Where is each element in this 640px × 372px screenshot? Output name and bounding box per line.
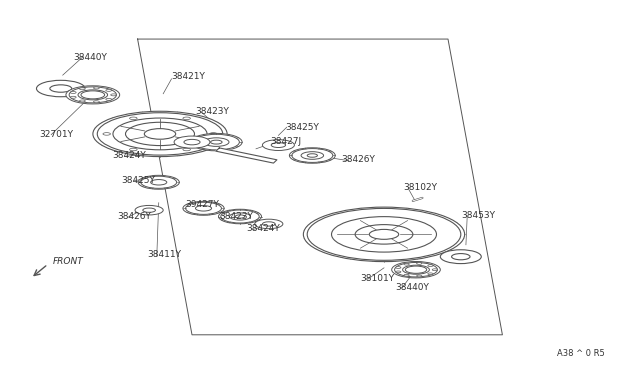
Ellipse shape (218, 209, 262, 224)
Text: FRONT: FRONT (52, 257, 83, 266)
Ellipse shape (93, 87, 99, 89)
Ellipse shape (103, 133, 111, 135)
Ellipse shape (417, 263, 422, 264)
Ellipse shape (301, 152, 324, 159)
Ellipse shape (332, 217, 436, 252)
Text: 32701Y: 32701Y (40, 130, 74, 139)
Ellipse shape (262, 140, 294, 151)
Text: 38426Y: 38426Y (342, 155, 376, 164)
Text: 38102Y: 38102Y (403, 183, 437, 192)
Ellipse shape (452, 254, 470, 260)
Ellipse shape (50, 85, 72, 92)
Ellipse shape (81, 91, 104, 99)
Ellipse shape (70, 96, 76, 98)
Text: 38426Y: 38426Y (117, 212, 151, 221)
Text: 39427Y: 39427Y (186, 200, 220, 209)
Ellipse shape (204, 138, 229, 147)
Ellipse shape (191, 134, 242, 151)
Ellipse shape (135, 205, 163, 215)
Ellipse shape (369, 230, 399, 239)
Ellipse shape (78, 90, 108, 100)
Ellipse shape (395, 263, 437, 277)
Ellipse shape (106, 89, 111, 91)
Ellipse shape (125, 122, 195, 145)
Text: 38425Y: 38425Y (122, 176, 156, 185)
Ellipse shape (70, 92, 76, 93)
Ellipse shape (271, 142, 285, 148)
Ellipse shape (129, 148, 137, 151)
Text: 38421Y: 38421Y (172, 72, 205, 81)
Text: 38411Y: 38411Y (147, 250, 181, 259)
Text: 38424Y: 38424Y (112, 151, 146, 160)
Ellipse shape (403, 265, 429, 274)
Ellipse shape (183, 117, 191, 119)
Ellipse shape (111, 94, 116, 96)
Ellipse shape (292, 148, 333, 163)
Ellipse shape (417, 275, 422, 277)
Ellipse shape (174, 136, 210, 148)
Ellipse shape (404, 263, 409, 265)
Ellipse shape (392, 262, 440, 278)
Ellipse shape (93, 101, 99, 103)
Ellipse shape (145, 129, 175, 139)
Ellipse shape (355, 225, 413, 244)
Text: 38425Y: 38425Y (285, 123, 319, 132)
Ellipse shape (303, 207, 465, 262)
Ellipse shape (138, 175, 179, 189)
Ellipse shape (193, 134, 239, 150)
Ellipse shape (66, 86, 120, 104)
Ellipse shape (209, 133, 217, 135)
Ellipse shape (143, 208, 156, 212)
Ellipse shape (440, 250, 481, 264)
Text: 38453Y: 38453Y (461, 211, 495, 220)
Ellipse shape (396, 267, 401, 269)
Ellipse shape (262, 222, 275, 226)
Ellipse shape (396, 271, 401, 273)
Ellipse shape (405, 266, 427, 273)
Ellipse shape (255, 219, 283, 229)
Ellipse shape (129, 117, 137, 119)
Ellipse shape (106, 99, 111, 100)
Ellipse shape (195, 206, 212, 211)
Ellipse shape (184, 140, 200, 145)
Polygon shape (216, 148, 277, 163)
Ellipse shape (113, 118, 207, 150)
Ellipse shape (183, 148, 191, 151)
Ellipse shape (211, 140, 222, 144)
Ellipse shape (307, 208, 461, 260)
Text: 38440Y: 38440Y (74, 53, 108, 62)
Ellipse shape (221, 210, 259, 223)
Ellipse shape (428, 273, 433, 275)
Ellipse shape (141, 176, 177, 188)
Text: 38101Y: 38101Y (360, 274, 394, 283)
Ellipse shape (428, 265, 433, 266)
Text: 38424Y: 38424Y (246, 224, 280, 233)
Ellipse shape (36, 80, 85, 97)
Ellipse shape (307, 154, 317, 157)
Text: 38423Y: 38423Y (195, 107, 229, 116)
Ellipse shape (230, 213, 251, 220)
Ellipse shape (93, 111, 227, 157)
Ellipse shape (79, 100, 85, 102)
Ellipse shape (79, 88, 85, 90)
Ellipse shape (186, 202, 221, 214)
Text: 38440Y: 38440Y (396, 283, 429, 292)
Ellipse shape (404, 274, 409, 276)
Ellipse shape (289, 148, 335, 163)
Ellipse shape (183, 201, 224, 215)
Text: 38427J: 38427J (271, 137, 302, 146)
Ellipse shape (432, 269, 438, 270)
Text: 38423Y: 38423Y (220, 212, 253, 221)
Text: A38 ^ 0 R5: A38 ^ 0 R5 (557, 349, 605, 358)
Ellipse shape (69, 87, 116, 103)
Ellipse shape (236, 215, 245, 218)
Ellipse shape (150, 180, 167, 185)
Ellipse shape (97, 113, 223, 155)
